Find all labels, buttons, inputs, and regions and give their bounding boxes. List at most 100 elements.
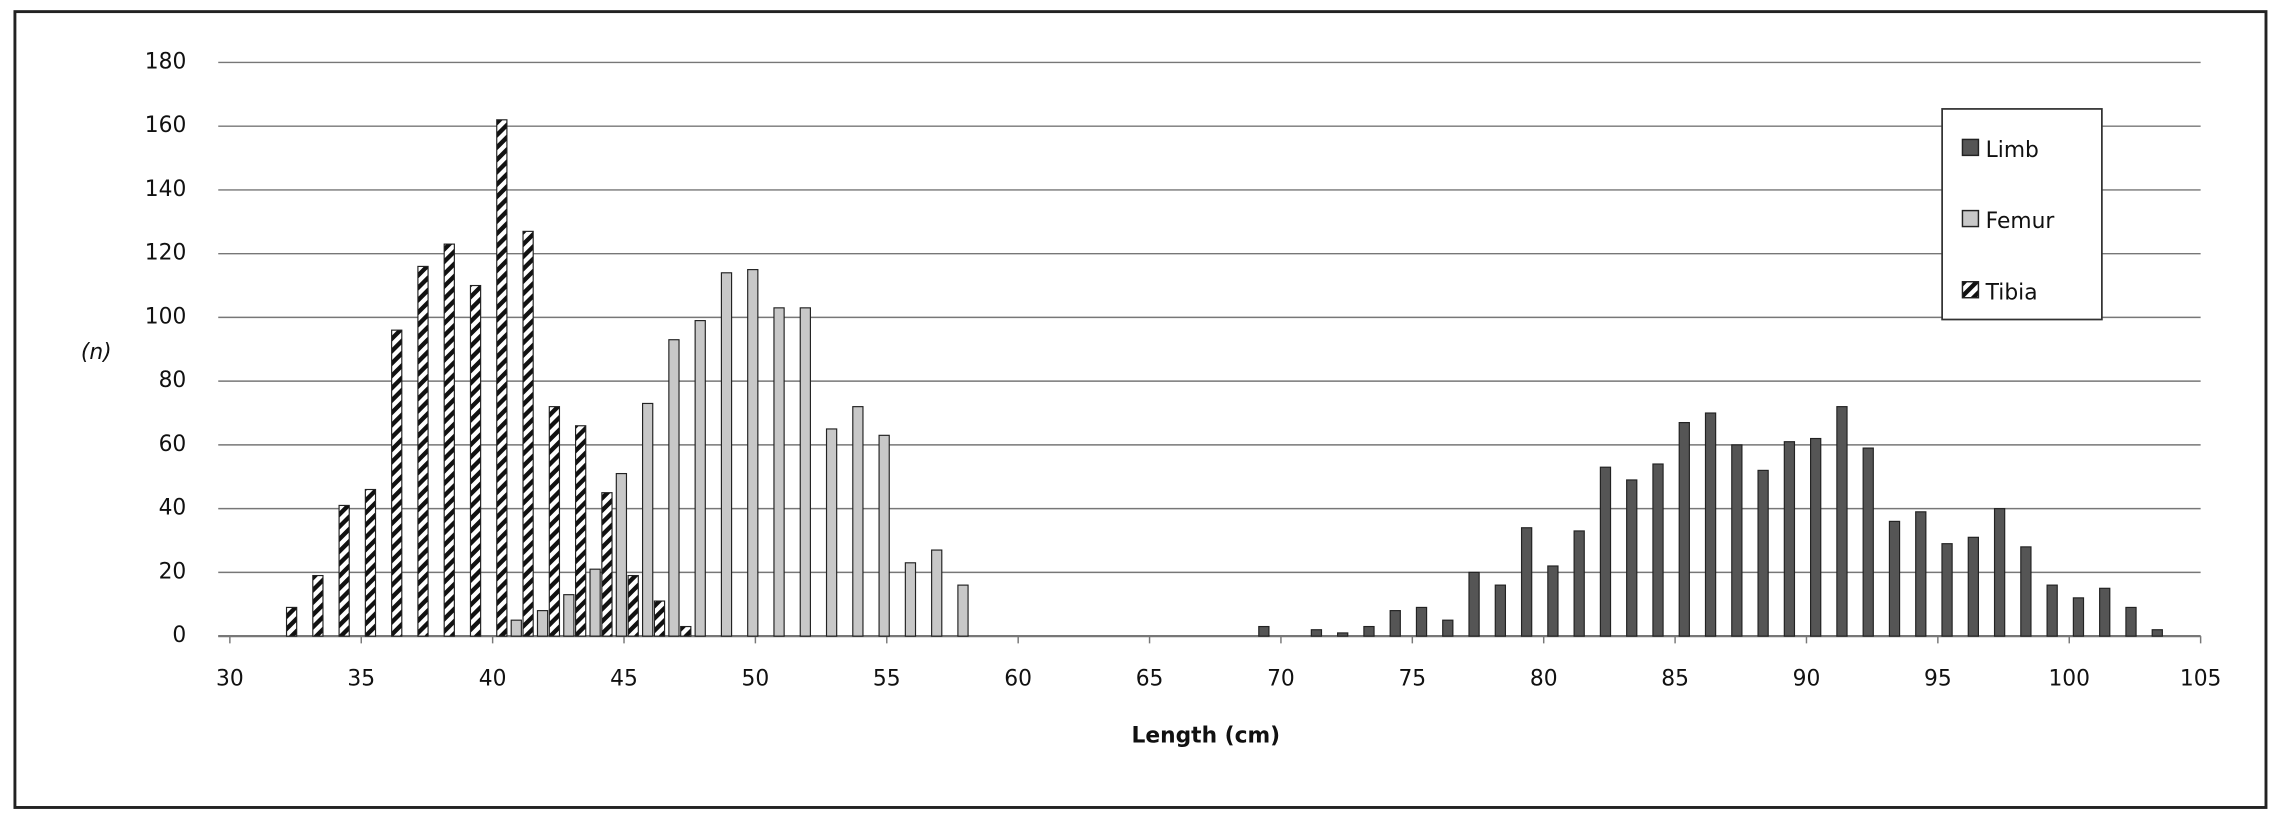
x-axis-label: Length (cm) [1131,723,1280,748]
bar [1652,463,1664,637]
bar [1442,619,1454,637]
x-tick-label: 80 [1530,667,1558,692]
bar [1757,469,1769,637]
bar [2046,584,2058,637]
bar [1783,441,1796,637]
legend-swatch [1961,281,1980,299]
x-tick-label: 45 [610,667,638,692]
bar [694,320,706,637]
bar [2099,587,2111,637]
x-tick-label: 35 [347,667,375,692]
legend-label: Limb [1986,138,2039,163]
y-tick-label: 100 [145,304,187,329]
x-tick-label: 65 [1136,667,1164,692]
legend-swatch [1961,209,1980,228]
bar [2072,597,2085,637]
bar [285,606,298,637]
bar [589,568,601,637]
bar [878,434,890,637]
legend-label: Tibia [1985,280,2038,305]
x-tick-label: 60 [1004,667,1032,692]
bar [391,329,403,637]
bar [931,549,943,637]
legend-label: Femur [1986,209,2055,234]
bar [1967,536,1979,637]
bar [417,265,429,637]
bar [1941,543,1953,637]
bar [627,574,639,637]
bar [2125,606,2137,637]
bar [536,610,549,637]
bar [1810,437,1822,637]
bar [852,406,864,637]
bar [312,574,324,637]
bar [799,307,811,637]
bar [1888,520,1901,637]
bar [642,402,654,637]
x-tick-label: 95 [1924,667,1952,692]
bar [496,119,508,637]
bar [1494,584,1507,637]
frame [13,10,2268,809]
y-tick-label: 160 [145,113,187,138]
bar [680,625,692,637]
bar [510,619,522,637]
bar [1389,610,1401,637]
bar [338,504,350,637]
bar [653,600,666,637]
y-tick-label: 20 [159,559,187,584]
bar [469,284,482,637]
bar [1520,527,1533,637]
x-tick-label: 90 [1793,667,1821,692]
y-tick-label: 140 [145,177,187,202]
bar [364,488,377,637]
bar [1678,421,1690,637]
bar [825,428,838,637]
bar [2020,546,2032,637]
bar [601,492,613,637]
bar [1993,508,2006,637]
bar [1599,466,1612,637]
bar [1862,447,1874,637]
bar [1468,571,1480,637]
bar [615,472,628,637]
y-axis-label: (n) [81,340,112,365]
y-tick-label: 0 [172,623,186,648]
x-tick-label: 100 [2048,667,2090,692]
bar [1547,565,1559,637]
bar [1258,625,1270,637]
y-tick-label: 80 [159,368,187,393]
bar [563,594,575,637]
y-tick-label: 60 [159,432,187,457]
bar [904,562,917,637]
legend-swatch [1961,138,1980,157]
x-tick-label: 50 [742,667,770,692]
bar [1704,412,1717,637]
bar [1363,625,1375,637]
bar [1573,530,1585,637]
x-tick-label: 55 [873,667,901,692]
bar [548,406,561,637]
x-tick-label: 70 [1267,667,1295,692]
y-tick-label: 40 [159,496,187,521]
bar [1731,444,1743,637]
bar [1415,606,1428,637]
bar [1836,406,1848,637]
bar [1310,629,1323,637]
x-tick-label: 30 [216,667,244,692]
x-tick-label: 75 [1398,667,1426,692]
bar [773,307,785,637]
bar [522,230,534,637]
x-tick-label: 40 [479,667,507,692]
bar [1337,632,1349,637]
bar [720,272,733,637]
y-tick-label: 180 [145,49,187,74]
bar [1915,511,1927,637]
bar [443,243,455,637]
x-tick-label: 85 [1661,667,1689,692]
bar [668,339,680,637]
bar [747,269,759,637]
bar [574,425,587,637]
